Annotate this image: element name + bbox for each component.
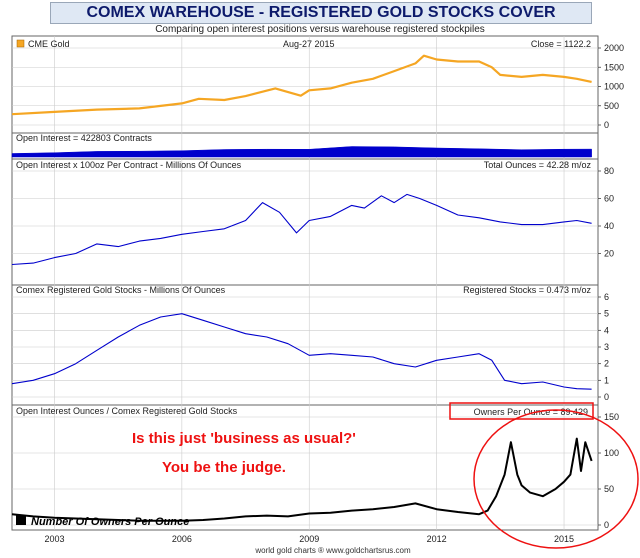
panel-frame-gold bbox=[11, 35, 599, 134]
y-tick-label-4-100: 100 bbox=[604, 448, 619, 458]
panel-frame-ounces bbox=[11, 158, 599, 286]
x-tick-label-2012: 2012 bbox=[427, 534, 447, 544]
ounces-total-label: Total Ounces = 42.28 m/oz bbox=[484, 160, 592, 170]
y-tick-label-3-1: 1 bbox=[604, 375, 609, 385]
gridlines bbox=[12, 36, 598, 530]
highlight-ellipse bbox=[473, 409, 639, 549]
y-tick-label-3-0: 0 bbox=[604, 392, 609, 402]
owners-value-label: Owners Per Ounce = 89.429 bbox=[474, 407, 588, 417]
x-tick-label-2006: 2006 bbox=[172, 534, 192, 544]
panel-frame-stocks bbox=[11, 284, 599, 406]
y-tick-label-3-3: 3 bbox=[604, 342, 609, 352]
y-tick-label-3-4: 4 bbox=[604, 325, 609, 335]
owners-legend-swatch bbox=[16, 515, 26, 525]
y-tick-label-3-2: 2 bbox=[604, 359, 609, 369]
y-tick-label-4-150: 150 bbox=[604, 412, 619, 422]
series-line-3 bbox=[11, 313, 592, 390]
y-tick-label-0-2000: 2000 bbox=[604, 43, 624, 53]
title-box: COMEX WAREHOUSE - REGISTERED GOLD STOCKS… bbox=[50, 2, 592, 24]
chart-title: COMEX WAREHOUSE - REGISTERED GOLD STOCKS… bbox=[86, 4, 556, 21]
series-line-0 bbox=[11, 54, 592, 116]
owners-series-label: Number Of Owners Per Ounce bbox=[31, 516, 189, 528]
y-tick-label-0-500: 500 bbox=[604, 101, 619, 111]
gold-close-label: Close = 1122.2 bbox=[531, 39, 591, 49]
y-tick-label-4-50: 50 bbox=[604, 484, 614, 494]
y-tick-label-0-0: 0 bbox=[604, 120, 609, 130]
y-tick-label-2-20: 20 bbox=[604, 249, 614, 259]
footer-credit: world gold charts ® www.goldchartsrus.co… bbox=[254, 546, 411, 555]
gold-legend-swatch bbox=[16, 39, 25, 48]
axis-ticks: 2003 2006 2009 2012 201505001000150020002040… bbox=[44, 43, 624, 544]
y-tick-label-2-80: 80 bbox=[604, 166, 614, 176]
series-line-4 bbox=[11, 437, 593, 522]
y-tick-label-3-6: 6 bbox=[604, 292, 609, 302]
y-tick-label-0-1000: 1000 bbox=[604, 82, 624, 92]
panel-frame-owners bbox=[11, 404, 599, 531]
owners-legend-label: Open Interest Ounces / Comex Registered … bbox=[16, 406, 238, 416]
y-tick-label-2-60: 60 bbox=[604, 194, 614, 204]
stocks-value-label: Registered Stocks = 0.473 m/oz bbox=[463, 285, 591, 295]
series-line-2 bbox=[11, 193, 592, 266]
ounces-legend-label: Open Interest x 100oz Per Contract - Mil… bbox=[16, 160, 242, 170]
stocks-legend-label: Comex Registered Gold Stocks - Millions … bbox=[16, 285, 226, 295]
annotation-question: Is this just 'business as usual?' bbox=[132, 430, 356, 447]
x-tick-label-2009: 2009 bbox=[299, 534, 319, 544]
series-group bbox=[11, 54, 593, 522]
y-tick-label-2-40: 40 bbox=[604, 221, 614, 231]
series-area-1 bbox=[11, 146, 592, 158]
y-tick-label-0-1500: 1500 bbox=[604, 62, 624, 72]
gold-legend-label: CME Gold bbox=[28, 39, 70, 49]
x-tick-label-2015: 2015 bbox=[554, 534, 574, 544]
gold-date-label: Aug-27 2015 bbox=[283, 39, 335, 49]
y-tick-label-3-5: 5 bbox=[604, 309, 609, 319]
chart-subtitle: Comparing open interest positions versus… bbox=[155, 24, 485, 35]
annotation-judge: You be the judge. bbox=[162, 459, 286, 476]
y-tick-label-4-0: 0 bbox=[604, 520, 609, 530]
oi-legend-label: Open Interest = 422803 Contracts bbox=[16, 133, 152, 143]
owners-value-box bbox=[449, 402, 594, 420]
x-tick-label-2003: 2003 bbox=[44, 534, 64, 544]
